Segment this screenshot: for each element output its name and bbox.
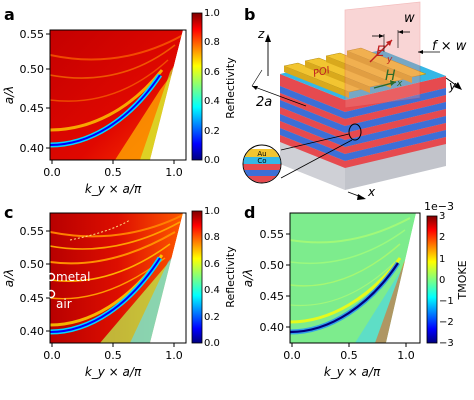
inset-au-label: Au [257, 150, 266, 158]
panel-d-ytick: 0.50 [260, 259, 285, 272]
panel-a-cbar-tick: 1.0 [204, 8, 220, 19]
poi-label: POI [312, 65, 331, 80]
panel-c-cbar-tick: 0.6 [204, 259, 220, 270]
panel-c-colorbar [191, 210, 203, 344]
inset-marker [348, 123, 362, 141]
panel-d-cbar-tick: 1 [439, 254, 445, 265]
panel-d-cbar-tick: 3 [439, 211, 445, 222]
panel-b: b [242, 1, 467, 200]
panel-d-frame [289, 212, 421, 344]
e-field-label: E [376, 44, 385, 60]
air-label: air [56, 297, 72, 311]
panel-a-heatmap [50, 30, 183, 160]
panel-c-yticks: 0.40 0.45 0.50 0.55 [20, 225, 50, 338]
metal-marker [46, 272, 56, 282]
panel-d-cbar-ticks: −3 −2 −1 0 1 2 3 [439, 211, 454, 349]
panel-a-ytick: 0.40 [20, 142, 45, 155]
panel-c-xtick: 0.5 [104, 349, 122, 362]
panel-a-cbar-label: Reflectivity [224, 57, 237, 119]
gold-grating [283, 47, 427, 98]
panel-a-cbar-tick: 0.2 [204, 126, 220, 137]
panel-a-cbar-tick: 0.0 [204, 155, 220, 166]
z-axis-label: z [257, 27, 265, 41]
panel-c-ytick: 0.55 [20, 225, 45, 238]
panel-a-colorbar [191, 12, 203, 161]
panel-c-ytick: 0.40 [20, 325, 45, 338]
poi-plane [344, 1, 421, 109]
panel-d-xtick: 0.0 [283, 349, 301, 362]
panel-a-yticks: 0.40 0.45 0.50 0.55 [20, 28, 50, 155]
panel-c-cbar-tick: 0.8 [204, 232, 220, 243]
panel-d-ytick: 0.55 [260, 228, 285, 241]
panel-a-xticks: 0.0 0.5 1.0 [43, 160, 183, 179]
panel-d-cbar-label: TMOKE [456, 260, 469, 300]
panel-c-cbar-tick: 1.0 [204, 206, 220, 217]
panel-d-ytick: 0.40 [260, 321, 285, 334]
panel-c-cbar-tick: 0.0 [204, 338, 220, 349]
panel-a-xtick: 0.5 [104, 166, 122, 179]
panel-c-cbar-label: Reflectivity [224, 246, 237, 308]
panel-d-cbar-tick: −3 [439, 338, 454, 349]
panel-d-ytick: 0.45 [260, 290, 285, 303]
panel-a-cbar-ticks: 0.0 0.2 0.4 0.6 0.8 1.0 [204, 8, 220, 166]
panel-c: c metal air 0.40 0.45 0.50 [2, 203, 237, 379]
panel-d-xticks: 0.0 0.5 1.0 [283, 343, 415, 362]
panel-c-ylabel: a/λ [2, 269, 16, 288]
panel-d-label: d [244, 203, 255, 222]
w-label: w [404, 11, 415, 26]
e-field-sub: y [386, 55, 393, 65]
panel-a-xtick: 1.0 [165, 166, 183, 179]
panel-d-xtick: 0.5 [340, 349, 358, 362]
h-field-label: H [385, 68, 396, 84]
panel-a: a 0.40 0.45 0.50 [2, 5, 237, 196]
panel-a-ylabel: a/λ [2, 86, 16, 105]
panel-a-cbar-tick: 0.4 [204, 96, 220, 107]
panel-d-cbar-tick: 0 [439, 275, 445, 286]
panel-a-cbar-tick: 0.8 [204, 37, 220, 48]
panel-c-xtick: 1.0 [165, 349, 183, 362]
y-axis-label: y [448, 79, 457, 93]
panel-c-xlabel: k_y × a/π [85, 365, 142, 379]
air-marker [46, 289, 56, 299]
inset-co-label: Co [257, 157, 266, 165]
multilayer-side-face [345, 76, 446, 190]
panel-d-xlabel: k_y × a/π [324, 365, 381, 379]
panel-c-xticks: 0.0 0.5 1.0 [43, 343, 183, 362]
panel-c-cbar-ticks: 0.0 0.2 0.4 0.6 0.8 1.0 [204, 206, 220, 349]
panel-a-frame [49, 29, 187, 161]
x-axis-label: x [367, 185, 376, 199]
panel-c-frame [49, 212, 187, 344]
panel-c-cbar-tick: 0.4 [204, 285, 220, 296]
panel-d-cbar-tick: −1 [439, 296, 454, 307]
panel-c-xtick: 0.0 [43, 349, 61, 362]
panel-c-label: c [4, 203, 13, 222]
panel-d-heatmap [290, 213, 416, 343]
panel-d: d 0.40 0.45 0.50 0.55 [241, 200, 469, 379]
h-field-sub: x [396, 79, 403, 89]
twoa-label: 2a [256, 95, 272, 110]
panel-a-label: a [4, 5, 15, 24]
panel-a-ytick: 0.45 [20, 102, 45, 115]
panel-a-xlabel: k_y × a/π [85, 182, 142, 196]
panel-c-ytick: 0.45 [20, 292, 45, 305]
panel-a-ytick: 0.50 [20, 63, 45, 76]
panel-a-xtick: 0.0 [43, 166, 61, 179]
panel-d-cbar-tick: 2 [439, 232, 445, 243]
layer-inset: Au Co [242, 144, 282, 184]
panel-c-cbar-tick: 0.2 [204, 312, 220, 323]
fw-label: f × w [432, 39, 467, 54]
panel-d-ylabel: a/λ [241, 269, 255, 288]
metal-label: metal [56, 270, 90, 284]
panel-a-cbar-tick: 0.6 [204, 67, 220, 78]
panel-c-ytick: 0.50 [20, 258, 45, 271]
panel-d-colorbar [426, 215, 438, 344]
panel-d-multiplier: 1e−3 [424, 200, 454, 213]
panel-a-ytick: 0.55 [20, 28, 45, 41]
panel-d-yticks: 0.40 0.45 0.50 0.55 [260, 228, 290, 334]
panel-d-xtick: 1.0 [397, 349, 415, 362]
panel-b-label: b [244, 5, 255, 24]
panel-d-cbar-tick: −2 [439, 317, 454, 328]
